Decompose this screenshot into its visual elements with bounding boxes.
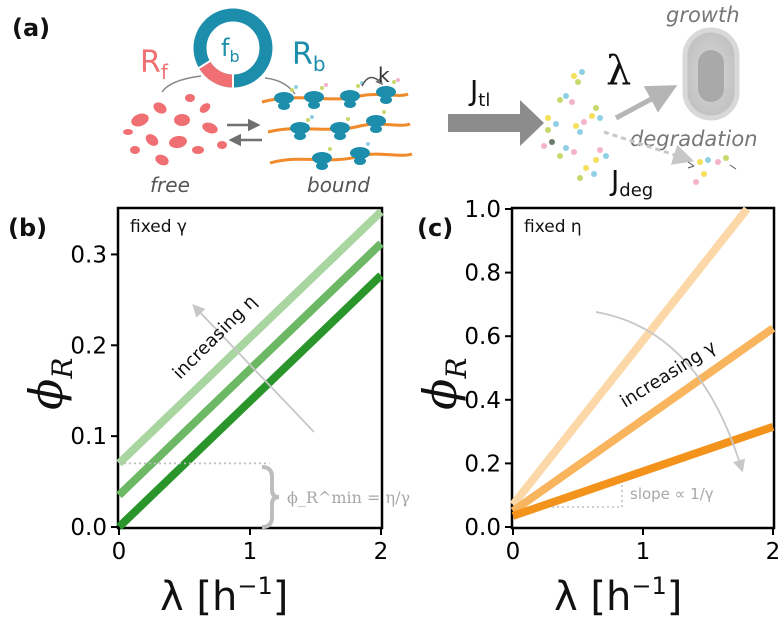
- protein-cluster: [541, 69, 609, 181]
- y-tick-label: 0.1: [70, 424, 107, 450]
- panel-b-annotation: fixed γ: [130, 217, 187, 237]
- rb-label: Rb: [292, 37, 326, 76]
- y-tick-label: 0.4: [464, 388, 501, 414]
- y-tick-label: 0.2: [70, 333, 107, 359]
- free-ribosomes: [123, 94, 227, 166]
- panel-b: (b) 0 1 20.00.10.20.3 fixed γ increasing η…: [8, 206, 410, 619]
- degradation-arrow: [603, 130, 694, 165]
- fb-donut: fb: [193, 8, 273, 88]
- panel-b-ylabel: ϕR: [19, 358, 79, 410]
- increasing-gamma-arrow: [595, 311, 746, 473]
- panel-a-label: (a): [12, 14, 50, 42]
- x-tick-label: 0: [506, 539, 521, 565]
- panel-c-ticks: 0 1 2 0.0 0.2 0.4 0.6 0.8 1.0: [464, 197, 780, 565]
- lambda-label: λ: [606, 48, 631, 94]
- panel-c-series: [509, 206, 776, 520]
- x-tick-label: 2: [374, 539, 389, 565]
- connector-lines: [161, 75, 296, 95]
- y-tick-label: 0.3: [70, 242, 107, 268]
- jtl-arrow: [448, 100, 544, 146]
- bound-ribosomes: [261, 78, 413, 170]
- growth-label: growth: [666, 3, 740, 27]
- phi-min-brace: [261, 465, 280, 529]
- bound-label: bound: [307, 173, 370, 197]
- panel-c-xlabel: λ [h−1]: [554, 572, 682, 619]
- series-line-2: [116, 240, 384, 499]
- slope-triangle: [552, 483, 623, 508]
- jdeg-label: Jdeg: [609, 164, 653, 201]
- k-arrow: [361, 76, 383, 87]
- series-line-3: [116, 272, 384, 530]
- y-tick-label: 0.8: [464, 261, 501, 287]
- free-label: free: [150, 173, 190, 197]
- x-tick-label: 1: [636, 539, 651, 565]
- degraded-fragments: [687, 155, 737, 185]
- phi-min-formula: ϕ_R^min = η/γ: [287, 488, 410, 507]
- panel-b-label: (b): [8, 214, 47, 242]
- growth-arrow: [614, 85, 678, 121]
- rf-label: Rf: [140, 45, 169, 84]
- panel-c: (c) 0 1 20.00.20.40.60.81.0 fixed η increa…: [413, 197, 780, 619]
- cell-icon: [682, 27, 740, 121]
- series-line-2: [510, 324, 776, 515]
- x-tick-label: 0: [112, 539, 127, 565]
- slope-label: slope ∝ 1/γ: [630, 485, 714, 503]
- jtl-label: Jtl: [468, 74, 490, 111]
- panel-b-ticks: 0 1 2 0.0 0.1 0.2 0.3: [70, 242, 388, 565]
- y-tick-label: 0.2: [464, 451, 501, 477]
- y-tick-label: 1.0: [464, 197, 501, 223]
- panel-b-series: [116, 208, 384, 530]
- panel-c-annotation: fixed η: [524, 217, 582, 237]
- fb-label: fb: [221, 34, 240, 66]
- series-line-1: [509, 206, 751, 508]
- x-tick-label: 2: [766, 539, 781, 565]
- y-tick-label: 0.6: [464, 324, 501, 350]
- panel-c-ylabel: ϕR: [413, 358, 473, 410]
- y-tick-label: 0.0: [70, 515, 107, 541]
- increasing-eta-arrow: [192, 304, 315, 433]
- k-label: k: [378, 63, 390, 87]
- series-line-1: [116, 208, 384, 467]
- series-line-3: [511, 423, 775, 520]
- panel-a: (a) Rf Rb fb: [12, 3, 758, 201]
- x-tick-label: 1: [243, 539, 258, 565]
- panel-b-xlabel: λ [h−1]: [160, 572, 288, 619]
- y-tick-label: 0.0: [464, 515, 501, 541]
- panel-c-label: (c): [417, 214, 453, 242]
